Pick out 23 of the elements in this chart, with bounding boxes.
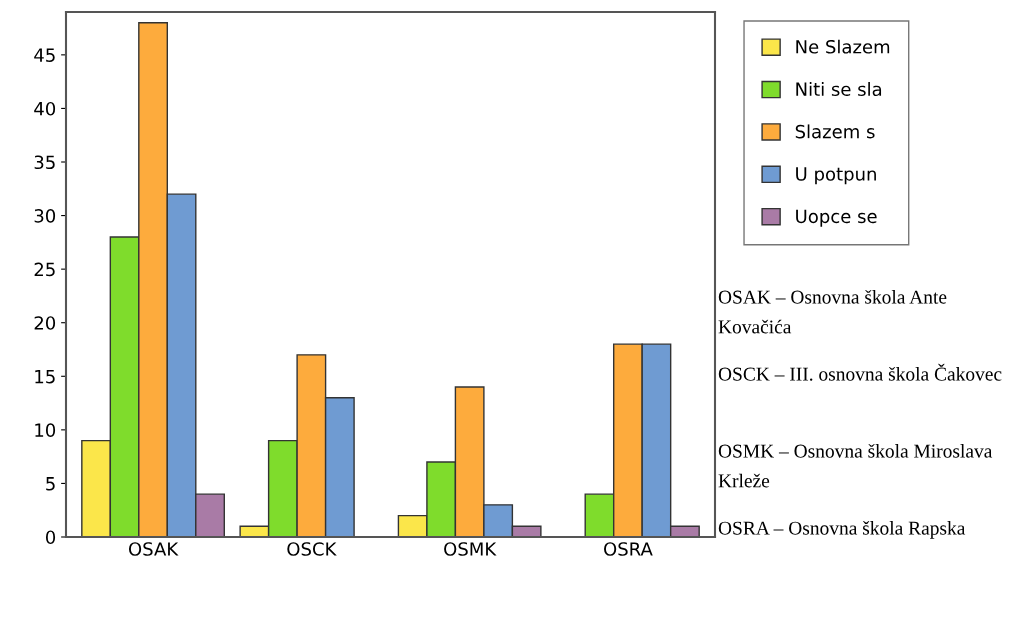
y-tick-label: 15 [35, 369, 55, 384]
y-tick-label: 45 [34, 48, 55, 62]
x-tick-label: OSMK [444, 542, 497, 556]
y-tick-label: 20 [34, 316, 56, 330]
y-tick-label: 10 [35, 423, 56, 437]
y-tick-label: 5 [46, 477, 55, 491]
x-tick-label: OSRA [604, 542, 653, 556]
legend-label: Uopce se [796, 209, 877, 227]
legend-label: Slazem s [795, 124, 875, 139]
y-tick-label: 25 [34, 262, 55, 277]
y-tick-label: 0 [45, 530, 56, 545]
y-tick-label: 30 [34, 209, 56, 223]
legend-label: Ne Slazem [796, 39, 890, 54]
legend-label: U potpun [796, 167, 876, 185]
text: OSAK – Osnovna škola Ante Kovačića [718, 289, 947, 334]
y-tick-label: 40 [34, 101, 56, 116]
legend-label: Niti se sla [796, 82, 882, 96]
y-tick-label: 35 [34, 155, 55, 170]
text: OSMK – Osnovna škola Miroslava Krleže [718, 443, 993, 488]
x-tick-label: OSCK [287, 542, 337, 556]
text: OSRA – Osnovna škola Rapska [718, 521, 966, 539]
x-tick-label: OSAK [128, 542, 179, 556]
text: OSCK – III. osnovna škola Čakovec [718, 363, 1002, 381]
